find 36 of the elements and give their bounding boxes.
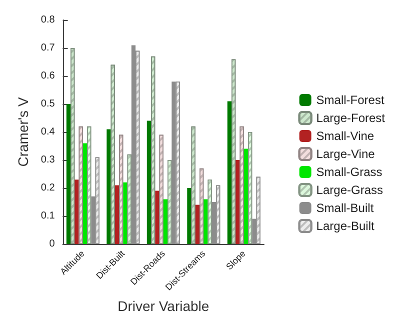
bar — [155, 190, 160, 244]
y-tick-label: 0.1 — [40, 210, 56, 222]
bar — [146, 120, 152, 244]
bar — [172, 82, 176, 244]
bar — [131, 45, 136, 244]
bar — [66, 104, 71, 244]
bar — [187, 188, 192, 244]
x-axis-title: Driver Variable — [118, 298, 210, 314]
legend-label: Large-Grass — [316, 183, 384, 197]
legend-label: Large-Forest — [316, 111, 386, 125]
bar — [106, 129, 111, 244]
y-axis-title: Cramer's V — [15, 96, 31, 167]
bar — [114, 185, 120, 244]
bar — [123, 182, 128, 244]
bar — [236, 160, 240, 244]
y-tick-label: 0.4 — [40, 126, 56, 138]
legend-label: Large-Vine — [316, 147, 376, 161]
y-tick-label: 0.3 — [40, 154, 56, 166]
y-tick-label: 0 — [49, 238, 56, 250]
y-tick-label: 0.5 — [40, 98, 56, 110]
legend-label: Large-Built — [316, 219, 375, 233]
bar — [163, 199, 168, 244]
legend-label: Small-Forest — [316, 93, 385, 107]
bar — [204, 199, 208, 244]
bar — [82, 143, 88, 244]
bar — [244, 148, 248, 244]
bar — [195, 204, 200, 244]
legend-label: Small-Vine — [316, 129, 374, 143]
legend-label: Small-Grass — [316, 165, 382, 179]
y-tick-label: 0.6 — [40, 70, 56, 82]
bar — [74, 180, 79, 244]
y-tick-label: 0.2 — [40, 182, 56, 194]
legend-label: Small-Built — [316, 201, 374, 215]
y-tick-label: 0.8 — [40, 14, 56, 26]
bar — [227, 101, 232, 244]
y-tick-label: 0.7 — [40, 42, 56, 54]
